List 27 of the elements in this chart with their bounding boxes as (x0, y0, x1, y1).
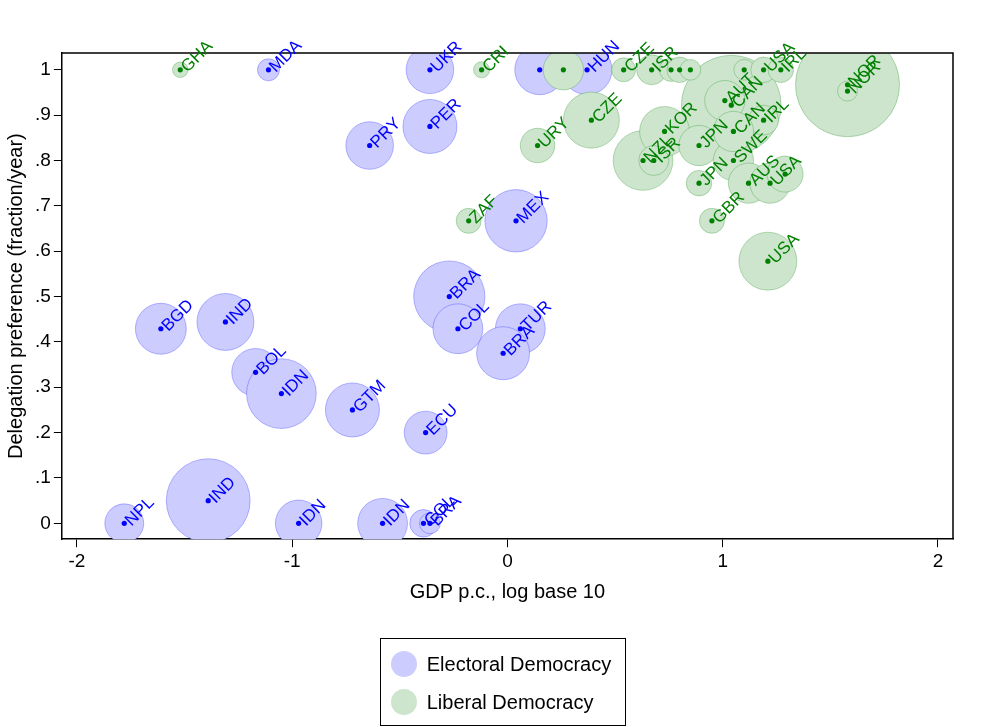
x-axis-title: GDP p.c., log base 10 (409, 579, 606, 602)
annotation: IND (222, 293, 257, 329)
y-tick-label: .2 (34, 420, 51, 442)
annotation: IDN (379, 495, 414, 530)
y-tick-label: .5 (34, 284, 51, 306)
y-axis-title: Delegation preference (fraction/year) (3, 133, 26, 459)
x-tick-label: -1 (283, 549, 301, 571)
y-tick-label: .4 (34, 330, 52, 352)
annotation: NPL (120, 492, 158, 530)
y-tick-label: 1 (40, 58, 51, 80)
annotation: IND (204, 472, 240, 507)
x-tick-label: -2 (68, 549, 86, 571)
y-tick-label: .1 (34, 466, 51, 488)
y-tick-label: 0 (40, 511, 51, 533)
annotation: IDN (295, 495, 330, 530)
y-tick-label: .9 (34, 103, 51, 125)
y-tick-label: .6 (34, 239, 51, 261)
legend-label: Electoral Democracy (426, 652, 612, 676)
x-tick-label: 1 (717, 549, 728, 571)
annotation: CRI (478, 41, 513, 76)
x-tick-label: 2 (932, 549, 944, 571)
y-tick-label: .8 (34, 148, 51, 170)
annotation: USA (764, 228, 804, 268)
legend-label: Liberal Democracy (426, 690, 594, 714)
x-tick-label: 0 (502, 549, 513, 571)
y-tick-label: .3 (34, 375, 51, 397)
y-tick-label: .7 (34, 194, 51, 216)
